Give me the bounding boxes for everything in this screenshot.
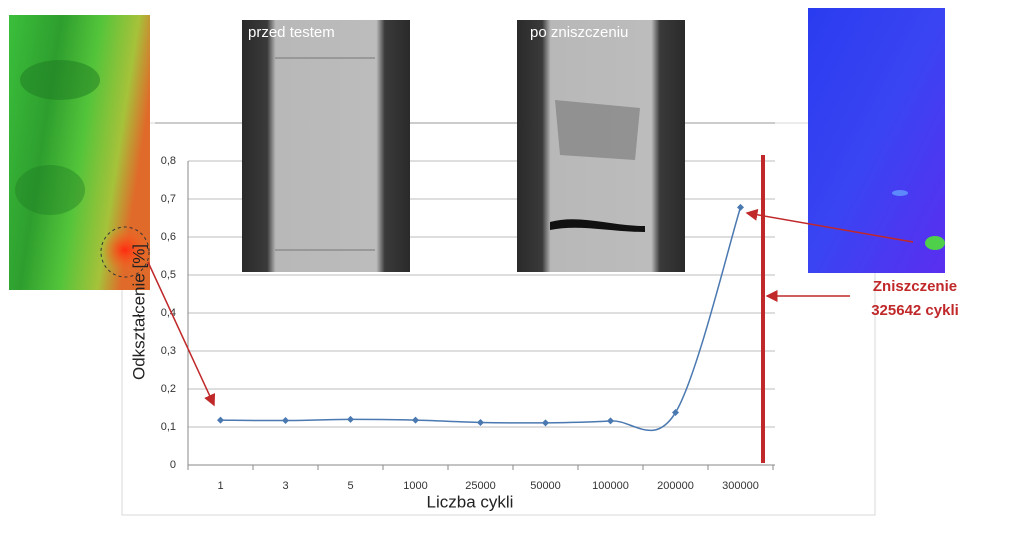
photo-label: przed testem [248, 24, 335, 41]
point [477, 418, 484, 426]
y-tick-label: 0,5 [161, 269, 176, 281]
x-tick-label: 3 [282, 480, 288, 492]
point [347, 415, 354, 423]
photo-before: przed testem [242, 20, 410, 272]
x-tick-label: 25000 [465, 480, 496, 492]
y-tick-label: 0,2 [161, 383, 176, 395]
point [282, 417, 289, 425]
x-tick-label: 1000 [403, 480, 427, 492]
y-tick-label: 0,3 [161, 345, 176, 357]
x-tick-label: 100000 [592, 480, 629, 492]
arrow [147, 261, 216, 407]
annotation: Zniszczenie [873, 278, 957, 295]
y-axis-label: Odkształcenie [%] [129, 244, 148, 380]
point [217, 416, 224, 424]
y-tick-label: 0,6 [161, 231, 176, 243]
x-tick-label: 5 [347, 480, 353, 492]
x-tick-label: 1 [217, 480, 223, 492]
point [412, 416, 419, 424]
y-tick-label: 0 [170, 459, 176, 471]
annotation: 325642 cykli [871, 302, 959, 319]
strain-map-end [808, 8, 945, 273]
photo-label: po zniszczeniu [530, 24, 628, 41]
x-tick-label: 300000 [722, 480, 759, 492]
strain-map-start [9, 15, 150, 290]
point [737, 203, 744, 211]
arrow [745, 208, 914, 243]
y-tick-label: 0,1 [161, 421, 176, 433]
x-tick-label: 200000 [657, 480, 694, 492]
point [542, 419, 549, 427]
point [607, 417, 614, 425]
y-tick-label: 0,8 [161, 155, 176, 167]
point [672, 409, 679, 417]
photo-after: po zniszczeniu [517, 20, 685, 272]
x-axis-label: Liczba cykli [427, 492, 514, 511]
x-tick-label: 50000 [530, 480, 561, 492]
y-tick-label: 0,7 [161, 193, 176, 205]
